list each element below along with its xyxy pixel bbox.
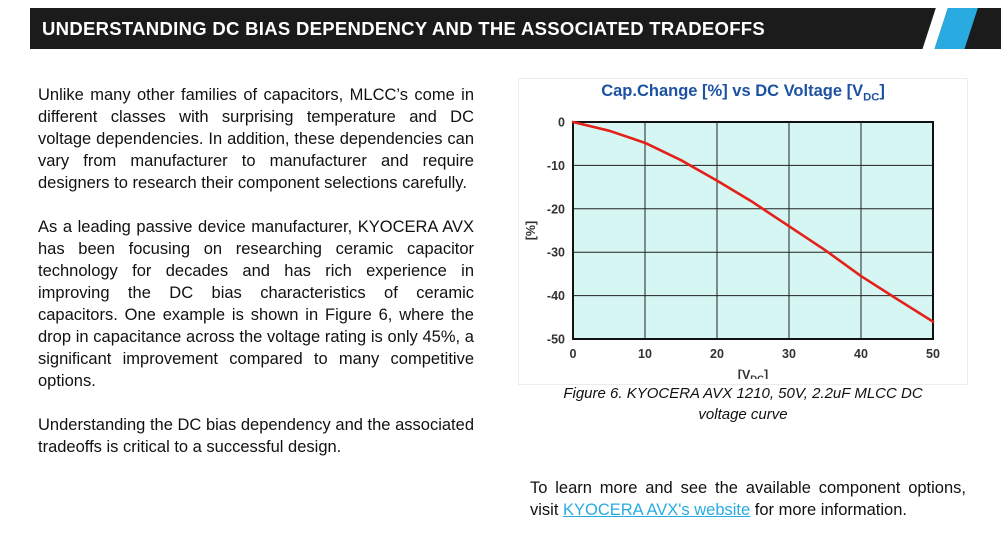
svg-text:-10: -10 xyxy=(547,159,565,173)
svg-text:-50: -50 xyxy=(547,333,565,347)
svg-text:0: 0 xyxy=(570,347,577,361)
svg-text:50: 50 xyxy=(926,347,940,361)
page-title: UNDERSTANDING DC BIAS DEPENDENCY AND THE… xyxy=(42,17,766,39)
footer-pre-link-text: To learn more and see the available comp… xyxy=(530,479,966,519)
chart-title-main: Cap.Change [%] vs DC Voltage [V xyxy=(601,82,864,100)
body-paragraph-3: Understanding the DC bias dependency and… xyxy=(38,416,474,456)
svg-text:[%]: [%] xyxy=(524,221,538,240)
chart-title-subscript: DC xyxy=(863,91,880,104)
chart-title: Cap.Change [%] vs DC Voltage [VDC] xyxy=(519,81,967,107)
figure-caption-text: Figure 6. KYOCERA AVX 1210, 50V, 2.2uF M… xyxy=(563,385,923,423)
footer-post-link-text: for more information. xyxy=(750,501,907,519)
footer-paragraph: To learn more and see the available comp… xyxy=(530,477,966,521)
svg-text:-40: -40 xyxy=(547,289,565,303)
svg-text:10: 10 xyxy=(638,347,652,361)
dc-bias-chart-svg: 0 10 20 30 40 50 0 -10 -20 -30 -40 -50 [%] [VDC] xyxy=(524,116,940,386)
figure-caption: Figure 6. KYOCERA AVX 1210, 50V, 2.2uF M… xyxy=(518,383,968,425)
svg-text:20: 20 xyxy=(710,347,724,361)
svg-text:[VDC]: [VDC] xyxy=(738,368,768,379)
body-paragraph-1: Unlike many other families of capacitors… xyxy=(38,86,474,192)
svg-text:30: 30 xyxy=(782,347,796,361)
svg-text:-30: -30 xyxy=(547,246,565,260)
chart-block: Cap.Change [%] vs DC Voltage [VDC] 0 10 20… xyxy=(518,78,968,386)
kyocera-website-link[interactable]: KYOCERA AVX's website xyxy=(563,501,751,519)
chart-title-close: ] xyxy=(879,82,885,100)
chart-card: Cap.Change [%] vs DC Voltage [VDC] 0 10 20… xyxy=(518,78,968,386)
svg-text:0: 0 xyxy=(558,116,565,130)
body-paragraph-2: As a leading passive device manufacturer… xyxy=(38,218,474,390)
header-bar: UNDERSTANDING DC BIAS DEPENDENCY AND THE… xyxy=(30,8,1001,49)
body-text-column: Unlike many other families of capacitors… xyxy=(38,84,474,480)
svg-text:40: 40 xyxy=(854,347,868,361)
svg-text:-20: -20 xyxy=(547,203,565,217)
